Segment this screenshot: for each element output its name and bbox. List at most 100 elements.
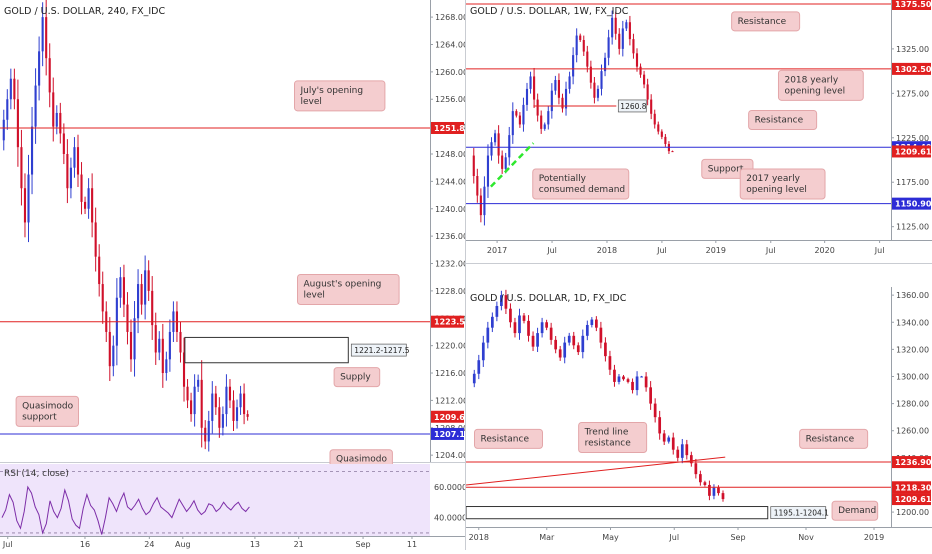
level-tag-label: 1302.50 xyxy=(895,65,932,74)
x-tick-label: 16 xyxy=(80,540,90,549)
callout-line: Support xyxy=(708,164,744,174)
y-tick-label: 1232.00 xyxy=(435,260,465,269)
y-tick-label: 1260.00 xyxy=(435,68,465,77)
candle xyxy=(23,188,27,223)
candle xyxy=(20,147,23,189)
callout-line: Quasimodo xyxy=(336,455,387,465)
candle xyxy=(218,407,221,428)
candle xyxy=(472,155,475,176)
candle xyxy=(631,381,634,391)
candle xyxy=(604,342,607,357)
level-tag xyxy=(892,197,931,210)
callout-line: consumed demand xyxy=(539,185,625,195)
x-tick-label: 21 xyxy=(294,540,304,549)
candle xyxy=(504,157,507,169)
callout-line: opening level xyxy=(784,86,845,96)
candle xyxy=(151,290,154,326)
chart-title: GOLD / U.S. DOLLAR, 240, FX_IDC xyxy=(4,6,165,17)
horizontal-divider xyxy=(466,263,932,287)
candle xyxy=(639,66,642,75)
x-tick-label: Jul xyxy=(656,246,667,255)
candle xyxy=(38,51,41,86)
short-level-label-box xyxy=(617,99,647,113)
candle xyxy=(557,80,560,98)
candle xyxy=(477,360,481,374)
x-tick-label: Jul xyxy=(668,533,679,542)
candle xyxy=(667,437,671,442)
callout-line: resistance xyxy=(585,439,632,449)
candle xyxy=(76,147,80,175)
candle xyxy=(490,142,493,156)
chart-weekly[interactable]: 1325.00 1275.00 1225.00 1175.00 1125.00 2017 J… xyxy=(466,0,932,263)
x-tick-label: 2020 xyxy=(814,246,834,255)
candle xyxy=(486,155,490,187)
candle xyxy=(586,51,589,67)
callout-text: Resistance xyxy=(481,434,530,444)
annotation-callout: 2018 yearly opening level xyxy=(777,69,864,101)
candle xyxy=(554,339,558,350)
x-tick-label: 2019 xyxy=(706,246,726,255)
annotation-callout: Resistance xyxy=(799,428,869,449)
candle xyxy=(608,356,612,370)
candle xyxy=(664,136,667,144)
callout-text: Demand xyxy=(838,506,876,516)
candle xyxy=(214,393,217,408)
candle xyxy=(41,17,44,52)
candle xyxy=(671,151,674,153)
chart-4h[interactable]: 1268.001264.001260.001256.001252.001248.… xyxy=(0,0,471,550)
candle xyxy=(533,76,536,100)
chart-title: GOLD / U.S. DOLLAR, 1D, FX_IDC xyxy=(470,293,627,304)
candle xyxy=(653,113,656,125)
y-tick-label: 1220.00 xyxy=(435,342,465,351)
candle xyxy=(515,111,518,116)
candle xyxy=(83,201,87,209)
callout-line: July's opening xyxy=(300,86,364,96)
callout-box xyxy=(739,168,826,200)
candle xyxy=(486,327,490,343)
callout-box xyxy=(474,428,543,449)
callout-box xyxy=(748,110,818,130)
callout-text: 2018 yearly opening level xyxy=(784,75,845,96)
callout-text: Resistance xyxy=(755,116,804,126)
y-tick-label: 1200.00 xyxy=(896,508,929,517)
p3-svg: 1360.00 1340.00 1320.00 1300.00 1280.00 1260.… xyxy=(465,287,932,542)
callout-line: opening level xyxy=(746,185,807,195)
candle xyxy=(626,379,630,382)
candle xyxy=(94,222,97,257)
candle xyxy=(671,437,675,450)
callout-line: Resistance xyxy=(806,434,855,444)
candle xyxy=(632,39,635,54)
callout-text: Resistance xyxy=(738,17,787,27)
candle xyxy=(699,474,702,483)
level-tag xyxy=(431,315,464,328)
candle xyxy=(649,387,652,404)
callout-line: Quasimodo xyxy=(22,401,73,411)
candle xyxy=(221,414,224,428)
candle xyxy=(62,133,65,154)
candle xyxy=(122,277,125,305)
candle xyxy=(9,78,12,100)
y-tick-label: 1175.00 xyxy=(896,178,929,187)
candle xyxy=(721,493,725,500)
x-tick-label: 13 xyxy=(250,540,260,549)
candle xyxy=(717,487,720,494)
callout-text: Supply xyxy=(340,373,371,383)
candle xyxy=(246,414,249,417)
x-tick-label: Jul xyxy=(546,246,557,255)
y-tick-label: 1204.00 xyxy=(435,451,465,460)
candle xyxy=(657,124,660,132)
chart-daily[interactable]: 1360.00 1340.00 1320.00 1300.00 1280.00 1260.… xyxy=(465,287,932,550)
candle xyxy=(689,455,693,464)
candle xyxy=(55,112,58,127)
annotation-callout: 2017 yearly opening level xyxy=(739,168,826,200)
y-tick-label: 1320.00 xyxy=(896,345,929,354)
candle xyxy=(694,463,698,475)
candle xyxy=(518,115,521,125)
candle xyxy=(549,327,553,340)
candle xyxy=(625,22,628,29)
callout-box xyxy=(578,422,648,454)
y-tick-label: 1212.00 xyxy=(435,396,465,405)
annotation-callout: August's opening level xyxy=(297,274,400,306)
